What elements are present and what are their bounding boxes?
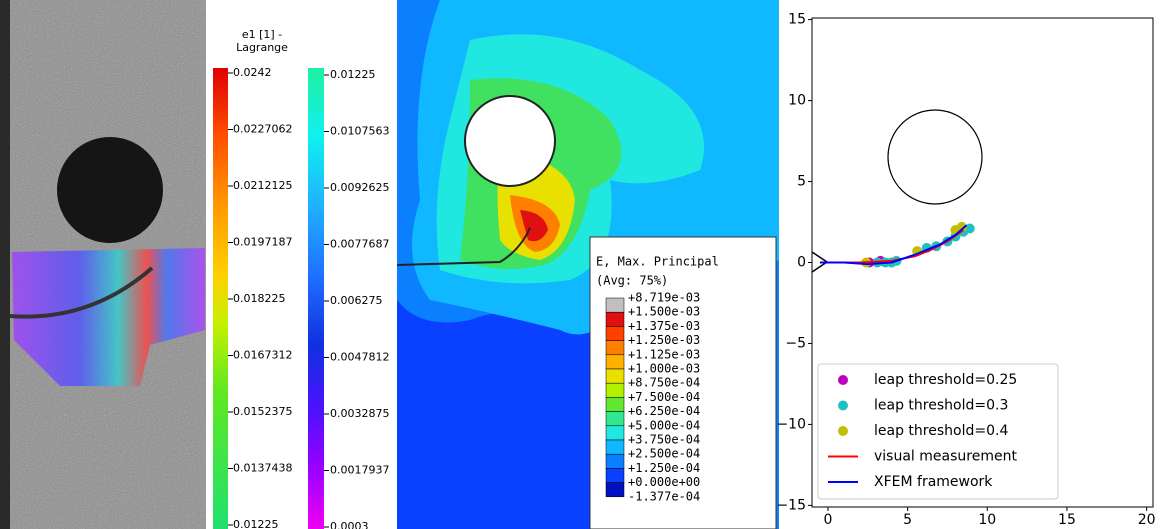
- legend-key: [838, 400, 848, 411]
- legend-label: +3.750e-04: [628, 433, 700, 447]
- legend-label: +5.000e-04: [628, 418, 700, 432]
- colorbar-label: 0.0003: [330, 520, 369, 529]
- data-line: [819, 224, 968, 266]
- legend-swatch: [605, 368, 625, 384]
- colorbar: [213, 68, 228, 529]
- hole-outline: [887, 109, 983, 205]
- colorbar-label: 0.018225: [233, 292, 286, 305]
- y-tick-label: −15: [776, 497, 806, 513]
- y-tick-label: −10: [776, 416, 806, 432]
- colorbar-label: 0.0077687: [330, 238, 390, 251]
- legend-swatch: [605, 354, 625, 370]
- legend-label: +0.000e+00: [628, 475, 700, 489]
- legend-label: +1.375e-03: [628, 319, 700, 333]
- colorbar-label: 0.0047812: [330, 351, 390, 364]
- legend-title: E, Max. Principal: [596, 255, 719, 269]
- legend-label: +1.250e-03: [628, 333, 700, 347]
- colorbar-label: 0.01225: [233, 518, 279, 529]
- legend-swatch: [605, 311, 625, 327]
- legend-label: XFEM framework: [874, 474, 993, 490]
- legend-swatch: [605, 439, 625, 455]
- colorbar: [308, 68, 324, 529]
- legend-label: +7.500e-04: [628, 390, 700, 404]
- legend-label: +6.250e-04: [628, 404, 700, 418]
- y-tick-label: −5: [785, 335, 806, 351]
- colorbar-label: 0.0107563: [330, 125, 390, 138]
- y-tick-label: 0: [797, 255, 806, 271]
- colorbar-label: 0.0242: [233, 66, 272, 79]
- legend-label: +8.719e-03: [628, 291, 700, 305]
- y-tick-label: 15: [788, 12, 806, 28]
- legend-swatch: [605, 453, 625, 469]
- x-tick-label: 15: [1058, 512, 1076, 528]
- legend-label: +1.125e-03: [628, 347, 700, 361]
- legend-label: leap threshold=0.25: [874, 372, 1017, 388]
- legend-swatch: [605, 326, 625, 341]
- legend-box: [817, 363, 1059, 500]
- legend-swatch: [605, 340, 625, 356]
- legend-label: visual measurement: [874, 449, 1017, 465]
- legend-swatch: [605, 397, 625, 412]
- colorbar-label: 0.01225: [330, 68, 376, 81]
- data-point: [956, 221, 967, 232]
- legend-title: (Avg: 75%): [596, 274, 668, 288]
- legend-label: -1.377e-04: [628, 489, 700, 503]
- legend-label: +1.000e-03: [628, 362, 700, 376]
- legend-swatch: [605, 425, 625, 441]
- x-tick-label: 5: [903, 512, 912, 528]
- data-point: [964, 223, 975, 234]
- colorbar-label: 0.0197187: [233, 236, 293, 249]
- colorbar-label: 0.0017937: [330, 464, 390, 477]
- dic-image: [0, 0, 206, 529]
- legend-swatch: [605, 411, 625, 427]
- legend-label: +1.500e-03: [628, 305, 700, 319]
- legend-key: [838, 375, 848, 385]
- legend-label: +2.500e-04: [628, 447, 700, 461]
- colorbar-label: 0.006275: [330, 294, 383, 307]
- colorbar-title: Lagrange: [236, 41, 288, 54]
- colorbar-label: 0.0152375: [233, 405, 293, 418]
- legend-swatch: [605, 468, 625, 483]
- colorbar-label: 0.0137438: [233, 462, 293, 475]
- legend-swatch: [605, 297, 625, 313]
- legend-label: +8.750e-04: [628, 376, 700, 390]
- data-line: [827, 229, 964, 264]
- legend-label: leap threshold=0.3: [874, 398, 1008, 414]
- legend-key: [838, 426, 848, 436]
- legend-swatch: [605, 482, 625, 498]
- legend-label: leap threshold=0.4: [874, 423, 1008, 439]
- colorbar-label: 0.0092625: [330, 181, 390, 194]
- legend-swatch: [605, 382, 625, 398]
- y-tick-label: 10: [788, 93, 806, 109]
- colorbar-label: 0.0227062: [233, 123, 293, 136]
- legend-label: +1.250e-04: [628, 461, 700, 475]
- colorbar-label: 0.0032875: [330, 407, 390, 420]
- y-tick-label: 5: [797, 174, 806, 190]
- x-tick-label: 10: [978, 512, 996, 528]
- colorbar-label: 0.0167312: [233, 349, 293, 362]
- x-tick-label: 0: [823, 512, 832, 528]
- colorbar-label: 0.0212125: [233, 179, 293, 192]
- x-tick-label: 20: [1138, 512, 1156, 528]
- colorbar-title: e1 [1] -: [242, 28, 282, 41]
